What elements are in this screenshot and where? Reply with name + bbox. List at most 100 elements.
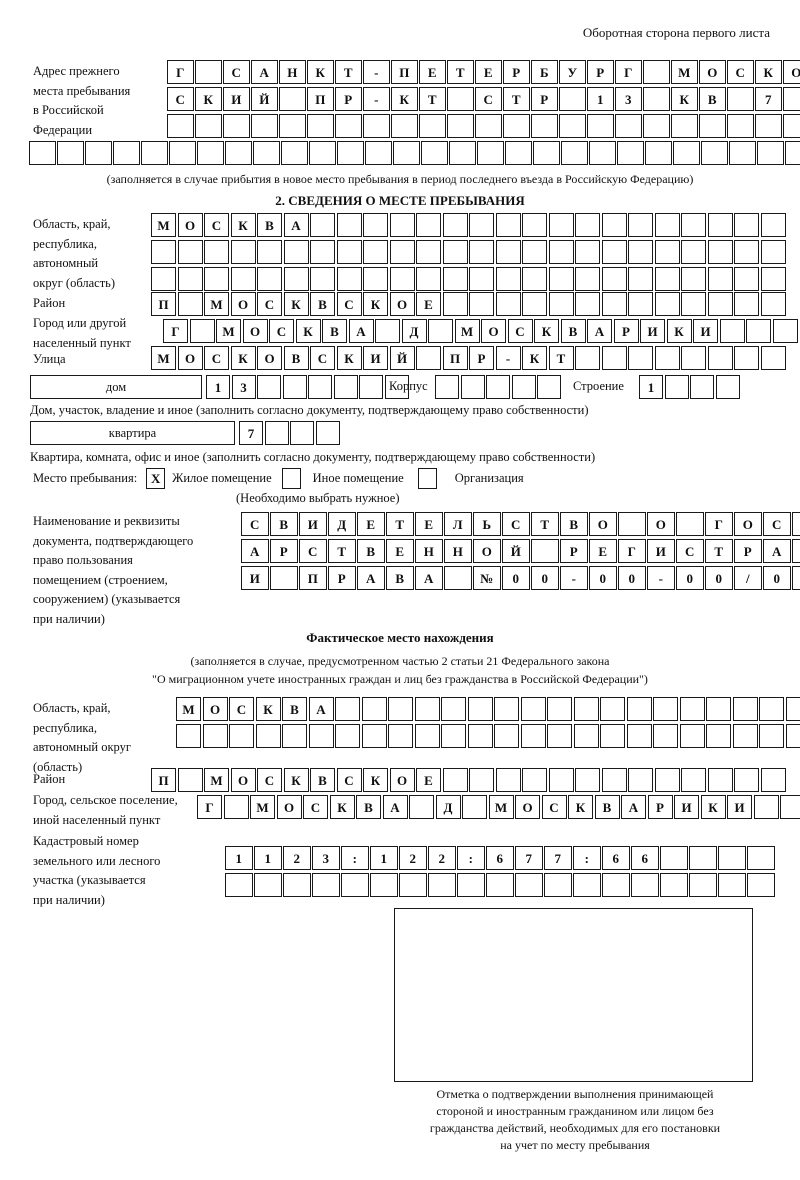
char-cell[interactable]: О	[230, 768, 256, 792]
char-cell[interactable]	[718, 873, 746, 897]
char-cell[interactable]: Й	[389, 346, 415, 370]
doc-row-1[interactable]: СВИДЕТЕЛЬСТВООГОСУД	[241, 512, 800, 536]
char-cell[interactable]	[230, 267, 256, 291]
char-cell[interactable]	[618, 512, 646, 536]
char-cell[interactable]	[734, 292, 759, 316]
char-cell[interactable]	[785, 724, 800, 748]
char-cell[interactable]: Р	[469, 346, 494, 370]
char-cell[interactable]	[336, 240, 362, 264]
char-cell[interactable]	[531, 114, 558, 138]
char-cell[interactable]: А	[241, 539, 269, 563]
char-cell[interactable]: Д	[401, 319, 427, 343]
char-cell[interactable]	[486, 375, 510, 399]
char-cell[interactable]	[780, 795, 800, 819]
char-cell[interactable]: Т	[705, 539, 733, 563]
char-cell[interactable]: :	[573, 846, 601, 870]
char-cell[interactable]	[449, 141, 476, 165]
char-cell[interactable]: Б	[531, 60, 558, 84]
char-cell[interactable]: С	[541, 795, 567, 819]
char-cell[interactable]: О	[473, 539, 501, 563]
char-cell[interactable]: Е	[357, 512, 385, 536]
char-cell[interactable]	[282, 724, 307, 748]
char-cell[interactable]	[575, 346, 600, 370]
char-cell[interactable]: К	[295, 319, 321, 343]
char-cell[interactable]: 7	[515, 846, 543, 870]
char-cell[interactable]	[444, 566, 472, 590]
char-cell[interactable]	[520, 724, 546, 748]
char-cell[interactable]: С	[475, 87, 502, 111]
char-cell[interactable]	[715, 375, 740, 399]
char-cell[interactable]	[689, 846, 717, 870]
char-cell[interactable]: К	[534, 319, 559, 343]
char-cell[interactable]: 1	[206, 375, 230, 399]
char-cell[interactable]: У	[792, 512, 800, 536]
char-cell[interactable]	[643, 114, 670, 138]
char-cell[interactable]: И	[223, 87, 250, 111]
char-cell[interactable]	[681, 267, 706, 291]
char-cell[interactable]	[679, 724, 705, 748]
char-cell[interactable]	[416, 240, 441, 264]
char-cell[interactable]	[189, 319, 215, 343]
char-cell[interactable]	[435, 375, 459, 399]
char-cell[interactable]	[654, 240, 680, 264]
char-cell[interactable]: К	[195, 87, 222, 111]
char-cell[interactable]	[732, 724, 758, 748]
char-cell[interactable]	[589, 141, 616, 165]
char-cell[interactable]: В	[270, 512, 298, 536]
char-cell[interactable]	[760, 240, 786, 264]
char-cell[interactable]	[495, 240, 521, 264]
char-cell[interactable]: Е	[475, 60, 502, 84]
char-cell[interactable]	[701, 141, 728, 165]
char-cell[interactable]: Т	[328, 539, 356, 563]
char-cell[interactable]	[601, 213, 627, 237]
char-cell[interactable]	[467, 697, 493, 721]
char-cell[interactable]	[718, 846, 746, 870]
char-cell[interactable]: /	[734, 566, 762, 590]
char-cell[interactable]: К	[363, 768, 388, 792]
char-cell[interactable]	[363, 267, 388, 291]
char-cell[interactable]: :	[341, 846, 369, 870]
char-cell[interactable]	[617, 141, 644, 165]
char-cell[interactable]: 2	[283, 846, 311, 870]
char-cell[interactable]: О	[257, 346, 282, 370]
char-cell[interactable]	[257, 267, 282, 291]
char-cell[interactable]	[257, 240, 282, 264]
char-cell[interactable]	[442, 292, 468, 316]
char-cell[interactable]: О	[230, 292, 256, 316]
char-cell[interactable]	[628, 240, 653, 264]
char-cell[interactable]	[257, 375, 281, 399]
char-cell[interactable]: С	[223, 60, 250, 84]
char-cell[interactable]	[559, 114, 586, 138]
char-cell[interactable]	[310, 240, 335, 264]
char-cell[interactable]: 6	[602, 846, 630, 870]
char-cell[interactable]	[141, 141, 168, 165]
char-cell[interactable]	[760, 267, 786, 291]
char-cell[interactable]	[335, 697, 360, 721]
char-cell[interactable]	[759, 697, 784, 721]
char-cell[interactable]	[363, 213, 388, 237]
char-cell[interactable]: 0	[705, 566, 733, 590]
char-cell[interactable]	[760, 346, 786, 370]
char-cell[interactable]	[757, 141, 784, 165]
char-cell[interactable]	[494, 724, 519, 748]
char-cell[interactable]	[727, 87, 754, 111]
char-cell[interactable]: 1	[225, 846, 253, 870]
char-cell[interactable]: 0	[763, 566, 791, 590]
char-cell[interactable]: Д	[328, 512, 356, 536]
char-cell[interactable]	[475, 114, 502, 138]
char-cell[interactable]: А	[763, 539, 791, 563]
char-cell[interactable]: И	[363, 346, 388, 370]
char-cell[interactable]: Д	[435, 795, 461, 819]
char-cell[interactable]	[442, 240, 468, 264]
char-cell[interactable]: О	[389, 768, 415, 792]
char-cell[interactable]: 0	[676, 566, 704, 590]
actual-region-row-2[interactable]	[176, 724, 800, 748]
char-cell[interactable]	[729, 141, 756, 165]
char-cell[interactable]: 3	[231, 375, 256, 399]
char-cell[interactable]: 0	[502, 566, 530, 590]
char-cell[interactable]	[336, 213, 362, 237]
char-cell[interactable]: К	[230, 213, 256, 237]
char-cell[interactable]: К	[329, 795, 355, 819]
